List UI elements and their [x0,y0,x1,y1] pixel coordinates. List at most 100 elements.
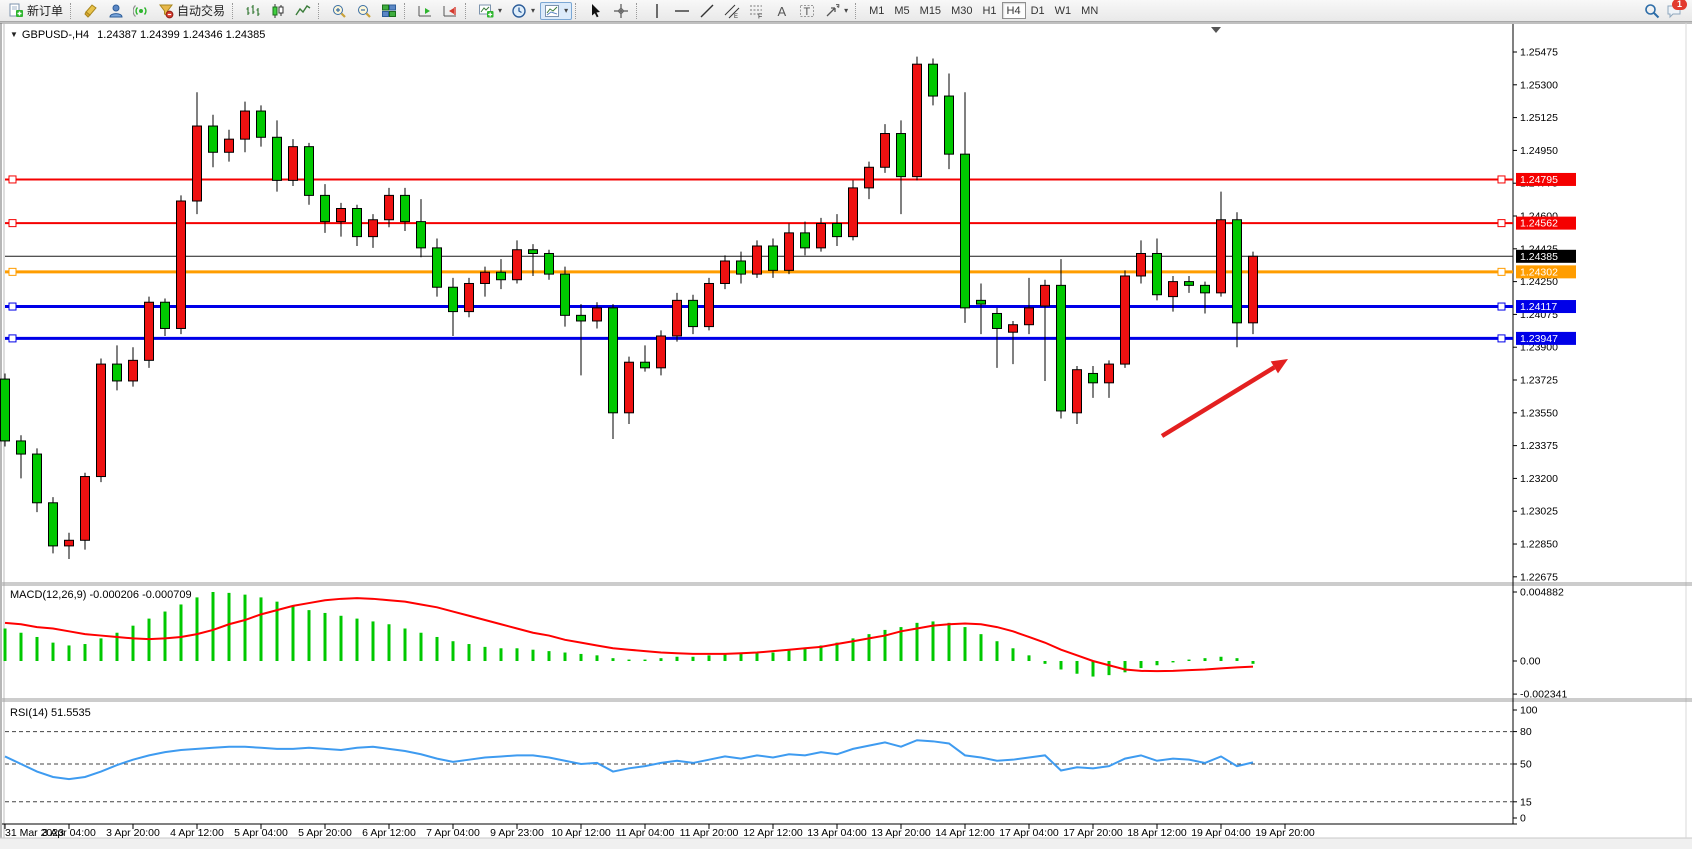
toolbar-separator [318,2,324,19]
price-axis-label: 1.24250 [1520,276,1558,288]
timeframe-group: M1 M5 M15 M30 H1 H4 D1 W1 MN [864,2,1103,19]
market-button[interactable] [104,2,128,20]
timeframe-button-M15[interactable]: M15 [919,5,942,17]
price-axis-label: 1.23025 [1520,506,1558,518]
market-icon [109,4,123,17]
channel-button[interactable]: E [720,2,744,20]
candle-body [240,110,250,140]
macd-signal-value: -0.000709 [142,589,192,601]
timeframe-button-W1[interactable]: W1 [1054,5,1072,17]
macd-label: MACD(12,26,9) [10,589,87,601]
trendline-button[interactable] [695,2,719,20]
ohlc-expander-icon[interactable]: ▼ [10,30,18,39]
tile-windows-button[interactable] [377,2,401,20]
candle-body [848,187,858,238]
candle-body [224,138,234,153]
text-button[interactable]: A [770,2,794,20]
search-icon[interactable] [1644,3,1660,19]
notifications-button[interactable]: 1 [1666,0,1687,19]
candle-body [1136,252,1146,277]
candle-body [576,314,586,322]
timeframe-button-M1[interactable]: M1 [869,5,885,17]
candle-body [1168,281,1178,298]
zoom-in-button[interactable] [327,2,351,20]
shapes-arrows-icon [826,3,840,16]
indicators-dropdown-arrow[interactable]: ▾ [498,6,503,15]
auto-scroll-button[interactable] [413,2,437,20]
hline-handle[interactable] [8,219,17,228]
timeframe-button-M30[interactable]: M30 [951,5,973,17]
periods-button[interactable]: ▾ [507,2,539,20]
line-chart-button[interactable] [291,2,315,20]
toolbar-separator [404,2,410,19]
time-axis-label: 9 Apr 23:00 [490,827,544,839]
hline-handle[interactable] [1497,334,1506,343]
time-axis-label: 17 Apr 20:00 [1063,827,1123,839]
horizontal-line-button[interactable] [670,2,694,20]
cursor-button[interactable] [584,2,608,20]
zoom-in-icon [333,4,346,18]
candle-body [960,153,970,309]
notification-count-badge: 1 [1672,0,1687,10]
price-badge-label: 1.23947 [1520,333,1558,345]
shapes-button[interactable]: ▾ [820,2,852,20]
candle-body [432,247,442,288]
zoom-out-button[interactable] [352,2,376,20]
trend-arrow-head[interactable] [1270,359,1288,374]
candle-body [16,440,26,455]
timeframe-button-MN[interactable]: MN [1081,5,1099,17]
hline-handle[interactable] [1497,267,1506,276]
hline-handle[interactable] [8,302,17,311]
horizontal-line-icon [675,9,690,12]
candlestick-chart-icon [272,3,284,18]
chart-shift-marker-icon[interactable] [1211,27,1221,33]
templates-button[interactable]: ▾ [540,1,573,20]
timeframe-button-D1[interactable]: D1 [1030,5,1045,17]
hosting-button[interactable] [79,2,103,20]
candle-body [592,307,602,322]
candle-body [656,335,666,369]
timeframe-button-M5[interactable]: M5 [894,5,910,17]
vertical-line-icon [656,3,658,18]
candle-body [1008,324,1018,333]
vertical-line-button[interactable] [645,2,669,20]
periods-dropdown-arrow[interactable]: ▾ [531,6,536,15]
indicators-button[interactable]: ▾ [474,2,506,20]
time-axis-label: 18 Apr 12:00 [1127,827,1187,839]
price-badge [1516,216,1576,230]
timeframe-button-H4[interactable]: H4 [1001,2,1026,19]
signals-button[interactable] [129,2,153,20]
trend-arrow[interactable] [1160,365,1276,438]
candle-body [1040,284,1050,307]
fibonacci-button[interactable]: F [745,2,769,20]
candle-body [176,200,186,329]
shapes-dropdown-arrow[interactable]: ▾ [844,6,849,15]
crosshair-button[interactable] [609,2,633,20]
hline-handle[interactable] [8,175,17,184]
chart-shift-button[interactable] [438,2,462,20]
templates-dropdown-arrow[interactable]: ▾ [564,6,569,15]
candle-body [80,476,90,541]
candle-body [320,194,330,223]
hline-handle[interactable] [8,267,17,276]
candle-body [864,166,874,189]
timeframe-button-H1[interactable]: H1 [982,5,997,17]
price-axis-label: 1.22850 [1520,539,1558,551]
new-order-button[interactable]: 新订单 [4,2,67,20]
toolbar: 新订单 [0,0,1692,22]
candlestick-chart-button[interactable] [266,2,290,20]
text-label-button[interactable]: T [795,2,819,20]
hline-handle[interactable] [8,334,17,343]
hline-handle[interactable] [1497,219,1506,228]
auto-trading-button[interactable]: 自动交易 [154,2,229,20]
hline-handle[interactable] [1497,302,1506,311]
candle-body [912,63,922,178]
price-axis-label: 1.25125 [1520,112,1558,124]
time-axis-label: 3 Apr 04:00 [42,827,96,839]
hline-handle[interactable] [1497,175,1506,184]
rsi-line [4,739,1254,781]
price-badge [1516,172,1576,186]
toolbar-separator [855,2,861,19]
bar-chart-button[interactable] [241,2,265,20]
